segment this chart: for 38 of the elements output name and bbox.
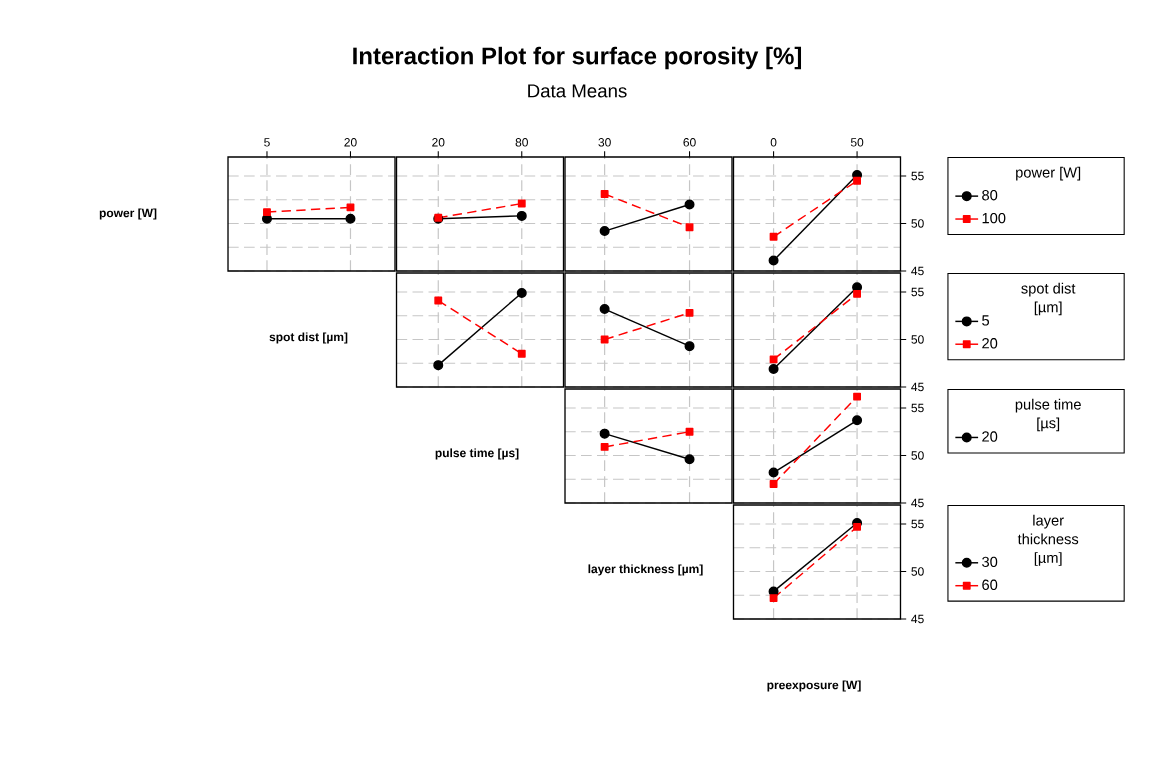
legend-label: 80: [982, 190, 998, 201]
y-tick-label: 50: [911, 567, 924, 576]
y-tick-label: 50: [911, 219, 924, 228]
y-tick-label: 45: [911, 614, 924, 624]
x-axis-title: pulse time [µs]: [435, 448, 519, 460]
x-axis-title: preexposure [W]: [767, 680, 861, 692]
y-tick-label: 55: [911, 171, 924, 181]
x-tick-label: 5: [264, 138, 270, 147]
x-axis-title: spot dist [µm]: [269, 332, 348, 344]
y-tick-label: 55: [911, 403, 924, 413]
chart-title: Interaction Plot for surface porosity [%]: [353, 46, 802, 70]
x-axis-title: layer thickness [µm]: [588, 564, 703, 576]
y-tick-label: 55: [911, 287, 924, 297]
x-tick-label: 20: [432, 138, 445, 147]
chart-subtitle: Data Means: [528, 84, 627, 98]
legend-title: power [W]: [1016, 166, 1081, 181]
legend-title: layer thickness [µm]: [1017, 514, 1079, 566]
legend-label: 20: [982, 431, 998, 442]
legend-label: 5: [982, 315, 990, 326]
y-tick-label: 55: [911, 519, 924, 529]
x-tick-label: 80: [515, 138, 528, 147]
y-axis-title: power [W]: [99, 208, 157, 220]
x-tick-label: 60: [683, 138, 696, 147]
legend-label: 100: [982, 212, 1006, 224]
y-tick-label: 45: [911, 266, 924, 276]
x-tick-label: 30: [598, 138, 611, 147]
y-tick-label: 50: [911, 335, 924, 344]
y-tick-label: 45: [911, 382, 924, 392]
y-tick-label: 50: [911, 451, 924, 460]
legend-title: spot dist [µm]: [1021, 282, 1076, 316]
x-tick-label: 20: [344, 138, 357, 147]
x-tick-label: 50: [850, 138, 864, 147]
legend-label: 60: [982, 579, 998, 590]
legend-label: 20: [982, 338, 998, 349]
x-tick-label: 0: [770, 138, 777, 147]
legend-label: 30: [982, 556, 998, 568]
legend-title: pulse time [µs]: [1015, 398, 1081, 432]
y-tick-label: 45: [911, 498, 924, 508]
